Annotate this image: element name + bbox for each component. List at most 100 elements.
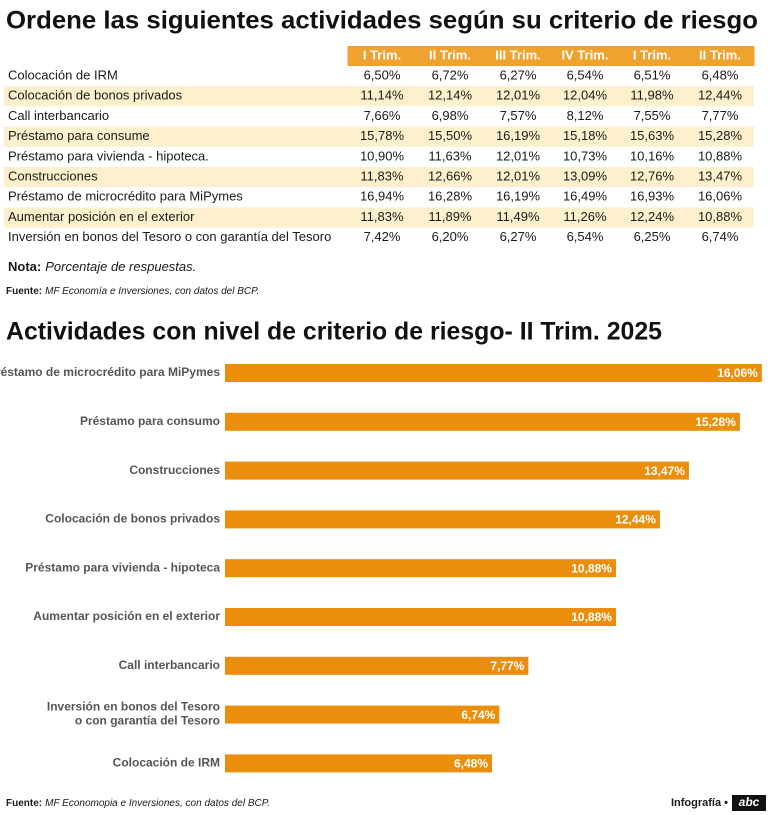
logo: abc bbox=[739, 795, 760, 809]
value-label: 6,48% bbox=[454, 757, 488, 771]
bar bbox=[225, 608, 616, 626]
bar bbox=[225, 705, 500, 724]
header-bg bbox=[347, 46, 755, 66]
cell: 6,54% bbox=[567, 68, 604, 83]
source-label: Fuente: bbox=[6, 286, 42, 297]
row-label: Préstamo para vivienda - hipoteca. bbox=[8, 148, 209, 163]
cell: 6,48% bbox=[702, 68, 739, 83]
note-label: Nota: bbox=[8, 259, 41, 274]
value-label: 16,06% bbox=[717, 366, 758, 380]
column-header: III Trim. bbox=[495, 47, 541, 62]
note-text: Porcentaje de respuestas. bbox=[45, 259, 196, 274]
cell: 7,42% bbox=[364, 229, 401, 244]
cell: 8,12% bbox=[567, 108, 604, 123]
cell: 10,88% bbox=[698, 148, 743, 163]
cell: 10,73% bbox=[563, 148, 608, 163]
cell: 11,83% bbox=[360, 209, 404, 224]
cell: 6,25% bbox=[634, 229, 671, 244]
value-label: 12,44% bbox=[615, 513, 656, 527]
cell: 12,76% bbox=[630, 169, 675, 184]
row-label: Préstamo de microcrédito para MiPymes bbox=[8, 189, 243, 204]
cell: 11,89% bbox=[428, 209, 472, 224]
row-label: Colocación de bonos privados bbox=[8, 88, 183, 103]
cell: 16,93% bbox=[630, 189, 675, 204]
cell: 15,63% bbox=[630, 128, 675, 143]
column-header: I Trim. bbox=[633, 47, 671, 62]
cell: 15,78% bbox=[360, 128, 405, 143]
cell: 12,24% bbox=[630, 209, 675, 224]
cell: 7,66% bbox=[364, 108, 401, 123]
row-label: Construcciones bbox=[8, 169, 98, 184]
cell: 16,94% bbox=[360, 189, 405, 204]
cell: 13,47% bbox=[698, 169, 743, 184]
table-source: Fuente: MF Economía e Inversiones, con da… bbox=[6, 286, 259, 297]
cell: 11,98% bbox=[630, 88, 674, 103]
cell: 11,49% bbox=[496, 209, 540, 224]
cell: 6,54% bbox=[567, 229, 604, 244]
category-label: Construcciones bbox=[129, 463, 220, 477]
cell: 6,72% bbox=[432, 68, 469, 83]
cell: 12,01% bbox=[496, 88, 541, 103]
cell: 6,98% bbox=[432, 108, 469, 123]
cell: 10,16% bbox=[630, 148, 675, 163]
cell: 12,44% bbox=[698, 88, 743, 103]
table-title: Ordene las siguientes actividades según … bbox=[6, 7, 758, 35]
cell: 6,50% bbox=[364, 68, 401, 83]
cell: 12,66% bbox=[428, 169, 473, 184]
cell: 12,04% bbox=[563, 88, 608, 103]
cell: 16,19% bbox=[496, 189, 541, 204]
cell: 7,77% bbox=[702, 108, 739, 123]
column-header: IV Trim. bbox=[562, 47, 609, 62]
row-band bbox=[4, 167, 754, 188]
category-label: Colocación de bonos privados bbox=[45, 512, 220, 526]
row-label: Call interbancario bbox=[8, 108, 109, 123]
cell: 7,57% bbox=[500, 108, 537, 123]
value-label: 10,88% bbox=[571, 561, 612, 575]
note: Nota: Porcentaje de respuestas. bbox=[8, 259, 196, 274]
value-label: 15,28% bbox=[695, 415, 736, 429]
bar bbox=[225, 461, 689, 480]
category-label: Préstamo para vivienda - hipoteca bbox=[25, 560, 220, 574]
value-label: 7,77% bbox=[490, 659, 524, 673]
chart-title: Actividades con nivel de criterio de rie… bbox=[6, 318, 662, 346]
bar bbox=[225, 559, 616, 578]
category-label: Préstamo para consumo bbox=[80, 414, 220, 428]
column-header: II Trim. bbox=[699, 47, 741, 62]
category-label: Préstamo de microcrédito para MiPymes bbox=[0, 365, 220, 379]
row-band bbox=[4, 86, 754, 107]
row-band bbox=[4, 207, 754, 228]
bar bbox=[225, 364, 762, 382]
cell: 15,50% bbox=[428, 128, 473, 143]
cell: 6,27% bbox=[500, 229, 537, 244]
cell: 6,27% bbox=[500, 68, 537, 83]
cell: 11,83% bbox=[360, 169, 404, 184]
cell: 15,28% bbox=[698, 128, 743, 143]
footer-source-text: MF Economopia e Inversiones, con datos d… bbox=[45, 798, 270, 809]
column-header: II Trim. bbox=[429, 47, 471, 62]
cell: 10,88% bbox=[698, 209, 743, 224]
bar bbox=[225, 510, 660, 529]
category-label: Colocación de IRM bbox=[113, 756, 220, 770]
cell: 13,09% bbox=[563, 169, 608, 184]
row-label: Préstamo para consume bbox=[8, 128, 150, 143]
category-label: Aumentar posición en el exterior bbox=[33, 609, 220, 623]
column-header: I Trim. bbox=[363, 47, 401, 62]
credit: Infografía • bbox=[671, 797, 728, 809]
row-label: Colocación de IRM bbox=[8, 68, 118, 83]
category-label: Inversión en bonos del Tesoro o con garan… bbox=[47, 700, 220, 728]
row-label: Aumentar posición en el exterior bbox=[8, 209, 195, 224]
value-label: 13,47% bbox=[644, 464, 685, 478]
cell: 11,63% bbox=[428, 148, 472, 163]
source-text: MF Economía e Inversiones, con datos del… bbox=[45, 286, 259, 297]
cell: 16,06% bbox=[698, 189, 743, 204]
bar bbox=[225, 656, 529, 675]
bar-chart: Préstamo de microcrédito para MiPymes 16,… bbox=[0, 364, 762, 773]
cell: 16,19% bbox=[496, 128, 541, 143]
footer-source: Fuente: MF Economopia e Inversiones, con … bbox=[6, 798, 270, 809]
cell: 6,74% bbox=[702, 229, 739, 244]
logo-box bbox=[732, 795, 766, 811]
cell: 12,01% bbox=[496, 148, 541, 163]
row-band bbox=[4, 126, 754, 147]
bar bbox=[225, 754, 493, 773]
